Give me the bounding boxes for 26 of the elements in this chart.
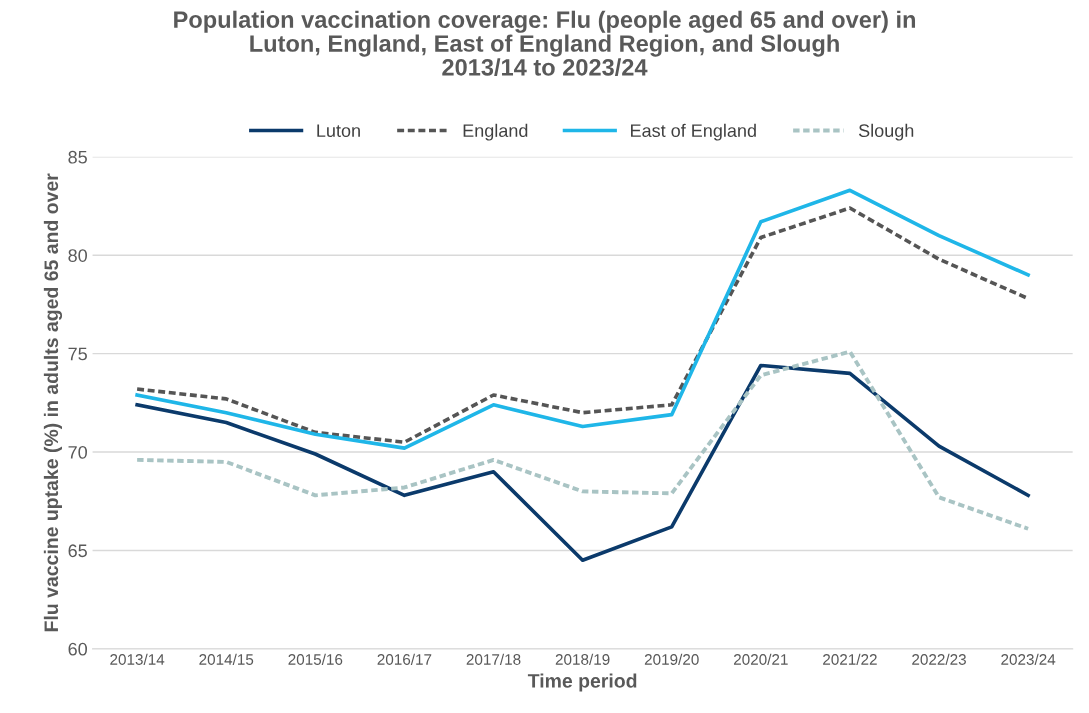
x-tick-label: 2019/20 — [644, 653, 699, 665]
line-series — [135, 363, 1030, 563]
x-axis-title: Time period — [527, 673, 637, 692]
y-tick-label: 65 — [68, 544, 87, 558]
x-tick-label: 2018/19 — [555, 653, 610, 665]
y-tick-label: 75 — [68, 347, 87, 361]
x-tick-label: 2015/16 — [288, 653, 343, 665]
y-tick-label: 85 — [68, 150, 87, 164]
x-tick-label: 2014/15 — [199, 653, 254, 665]
x-tick-label: 2017/18 — [466, 653, 521, 665]
x-tick-label: 2021/22 — [823, 653, 877, 665]
legend-label: Luton — [317, 124, 360, 138]
legend-label: England — [463, 123, 528, 141]
y-tick-label: 60 — [68, 642, 87, 656]
y-axis-title: Flu vaccine uptake (%) in adults aged 65 and over — [43, 173, 63, 632]
x-tick-label: 2020/21 — [733, 653, 788, 665]
line-series — [135, 349, 1031, 531]
y-tick-label: 70 — [68, 445, 87, 459]
x-tick-label: 2013/14 — [110, 653, 165, 665]
x-tick-label: 2016/17 — [377, 653, 432, 665]
y-tick-label: 80 — [68, 249, 87, 262]
x-tick-label: 2022/23 — [912, 653, 966, 665]
chart-title: Population vaccination coverage: Flu (people aged 65 and over) in Luton, England, East of England Region, and Slough 2013/14 to 2023/24 — [174, 10, 916, 76]
legend-label: East of England — [631, 123, 756, 141]
legend-label: Slough — [858, 123, 914, 141]
x-tick-label: 2023/24 — [1001, 653, 1056, 665]
